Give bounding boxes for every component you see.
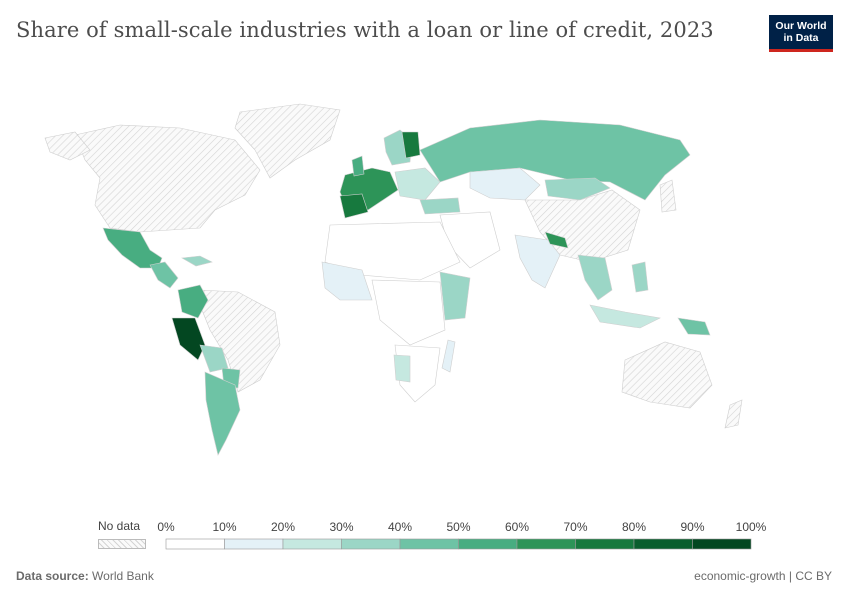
- legend-bar: 0% 10% 20% 30% 40% 50% 60% 70% 80% 90% 100%: [157, 520, 767, 550]
- owid-logo[interactable]: Our World in Data: [769, 15, 833, 52]
- region-east-africa: [439, 271, 471, 321]
- region-argentina: [204, 371, 241, 456]
- region-greenland: [234, 103, 341, 179]
- region-spain-portugal: [339, 193, 369, 219]
- region-southeast-asia: [577, 254, 613, 301]
- legend-tick-label: 0%: [157, 520, 175, 534]
- legend-tick-label: 100%: [736, 520, 767, 534]
- legend-bin-4[interactable]: [399, 538, 459, 550]
- region-namibia-botswana: [393, 354, 411, 383]
- logo-line-1: Our World: [775, 20, 827, 32]
- region-nepal-bangladesh: [544, 231, 569, 249]
- legend-bin-5[interactable]: [458, 538, 518, 550]
- region-turkey: [419, 197, 461, 215]
- region-brazil: [199, 289, 281, 393]
- region-north-america: [74, 124, 261, 233]
- legend-tick-label: 30%: [329, 520, 353, 534]
- region-finland: [401, 131, 421, 159]
- region-kazakhstan: [469, 167, 541, 201]
- region-alaska: [44, 131, 91, 161]
- region-bolivia: [199, 344, 229, 373]
- legend-bin-2[interactable]: [282, 538, 342, 550]
- legend-bin-6[interactable]: [516, 538, 576, 550]
- legend-bin-3[interactable]: [341, 538, 401, 550]
- data-source-value: World Bank: [92, 569, 154, 583]
- region-papua: [677, 317, 711, 336]
- region-eastern-europe: [394, 167, 441, 201]
- region-central-america: [149, 261, 179, 289]
- region-indonesia: [589, 304, 661, 329]
- region-australia: [621, 341, 713, 409]
- legend-tick-label: 10%: [212, 520, 236, 534]
- region-india: [514, 234, 561, 289]
- region-philippines: [631, 261, 649, 293]
- legend-bin-8[interactable]: [633, 538, 693, 550]
- legend-bin-1[interactable]: [224, 538, 284, 550]
- legend-bin-9[interactable]: [692, 538, 752, 550]
- legend-nodata-swatch: [98, 539, 146, 549]
- legend-bin-7[interactable]: [575, 538, 635, 550]
- region-colombia: [177, 284, 209, 319]
- logo-line-2: in Data: [783, 32, 819, 44]
- region-central-africa: [371, 279, 446, 346]
- legend-nodata-label: No data: [98, 519, 141, 533]
- legend-tick-label: 70%: [563, 520, 587, 534]
- chart-title: Share of small-scale industries with a l…: [16, 18, 714, 42]
- region-madagascar: [441, 339, 456, 373]
- data-source: Data source: World Bank: [16, 569, 154, 583]
- legend-tick-label: 90%: [680, 520, 704, 534]
- region-north-africa: [324, 221, 461, 281]
- license-link[interactable]: economic-growth | CC BY: [694, 569, 832, 583]
- data-source-label: Data source:: [16, 569, 89, 583]
- region-uk: [351, 155, 365, 177]
- region-mexico: [102, 227, 163, 269]
- region-peru: [171, 317, 206, 361]
- legend-tick-label: 50%: [446, 520, 470, 534]
- color-legend: No data 0% 10% 20% 30% 40% 50% 60% 70% 80% 90% 100…: [0, 515, 850, 555]
- region-caribbean: [181, 255, 213, 267]
- region-new-zealand: [724, 399, 743, 429]
- legend-bin-0[interactable]: [165, 538, 225, 550]
- legend-tick-label: 20%: [271, 520, 295, 534]
- legend-tick-label: 80%: [622, 520, 646, 534]
- legend-tick-label: 40%: [388, 520, 412, 534]
- region-west-africa: [321, 261, 373, 301]
- legend-tick-label: 60%: [505, 520, 529, 534]
- region-japan: [659, 179, 677, 213]
- world-map: [44, 103, 743, 456]
- region-mongolia: [544, 177, 611, 201]
